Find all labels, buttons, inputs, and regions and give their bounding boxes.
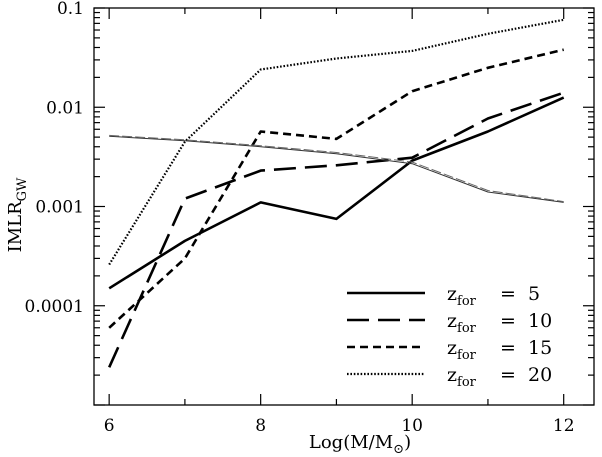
- svg-text:IMLRGW: IMLRGW: [5, 177, 30, 252]
- x-tick-label: 12: [553, 416, 575, 436]
- y-tick-label: 0.01: [46, 98, 84, 118]
- legend-label-1: zfor = 10: [447, 310, 552, 336]
- axis-ticks: [94, 7, 594, 406]
- series-line-1: [108, 91, 565, 368]
- axis-tick-labels: 6 8 10 12 0.0001 0.001 0.01 0.1: [25, 0, 575, 436]
- series-line-5: [109, 134, 564, 203]
- y-tick-label: 0.001: [35, 198, 84, 218]
- series-line-0: [108, 96, 565, 290]
- plot-frame: [93, 7, 595, 406]
- legend-label-2: zfor = 15: [447, 337, 552, 363]
- x-tick-label: 6: [104, 416, 115, 436]
- series-line-4: [109, 135, 564, 203]
- y-axis-title: IMLRGW: [5, 177, 30, 252]
- y-tick-label: 0.1: [57, 0, 84, 19]
- legend-label-0: zfor = 5: [447, 283, 540, 309]
- series-line-2: [108, 48, 565, 329]
- series-layer: [108, 18, 565, 368]
- x-tick-label: 10: [401, 416, 423, 436]
- x-axis-title: Log(M/M⊙): [309, 432, 411, 457]
- y-tick-label: 0.0001: [25, 297, 84, 317]
- x-tick-label: 8: [255, 416, 266, 436]
- legend-label-3: zfor = 20: [447, 364, 552, 390]
- series-line-3: [108, 18, 564, 266]
